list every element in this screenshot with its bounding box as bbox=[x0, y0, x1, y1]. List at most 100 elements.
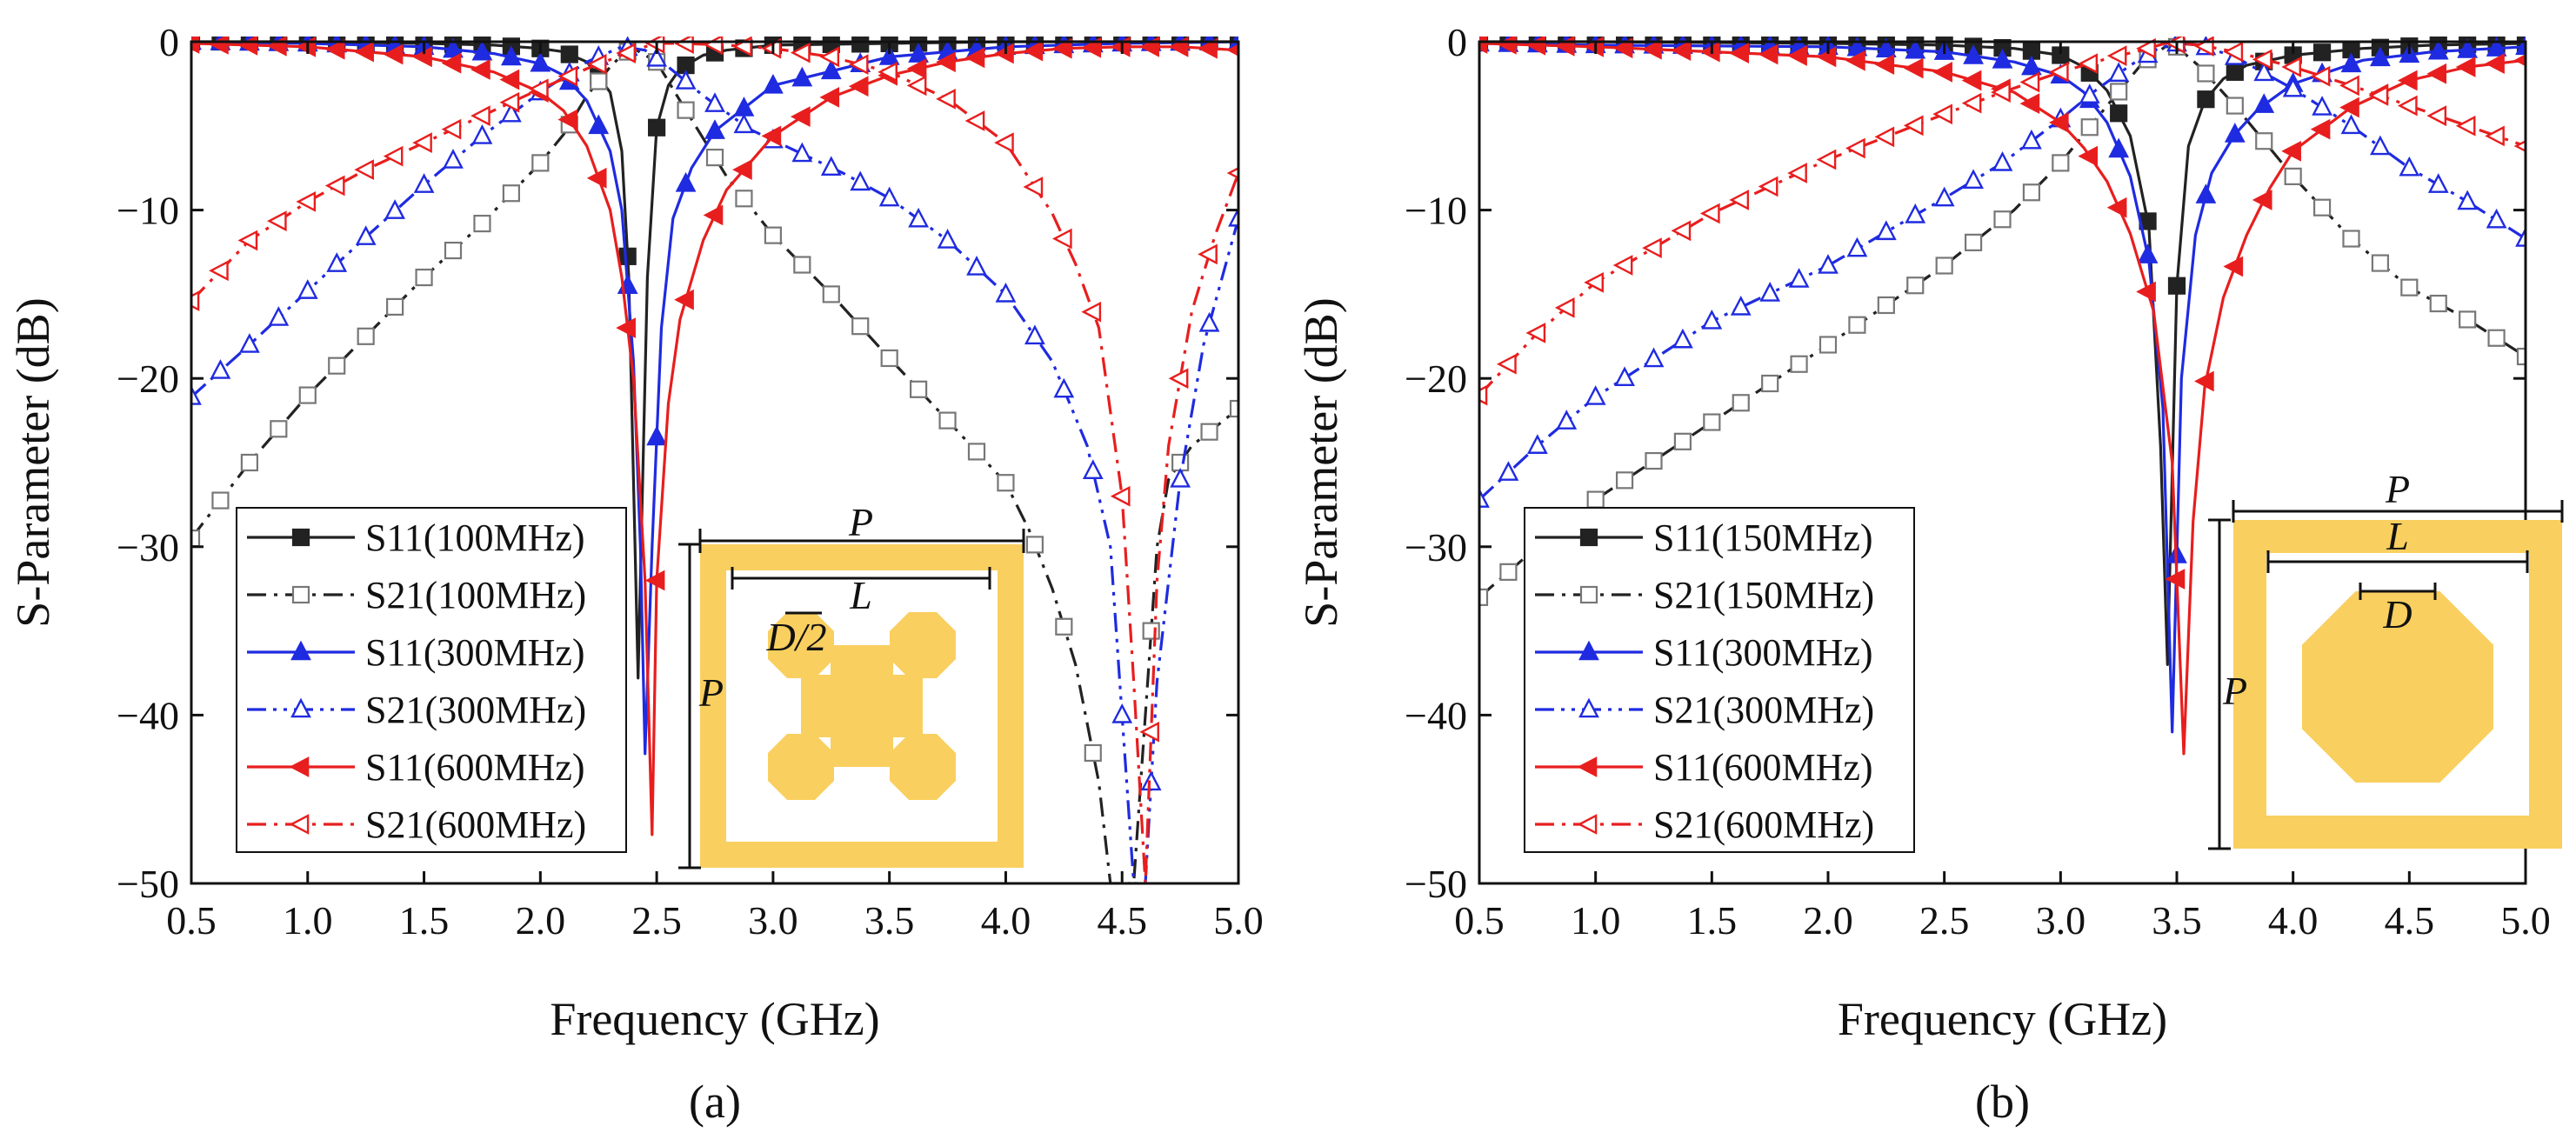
series-marker bbox=[1111, 703, 1133, 723]
series-marker bbox=[790, 42, 811, 63]
series-marker bbox=[1024, 324, 1045, 345]
y-tick-label: 0 bbox=[159, 20, 179, 64]
series-marker bbox=[997, 474, 1015, 492]
series-marker bbox=[1729, 190, 1750, 210]
series-marker bbox=[2022, 183, 2041, 202]
series-marker bbox=[1055, 617, 1073, 636]
series-marker bbox=[1761, 374, 1779, 393]
series-marker bbox=[906, 75, 927, 97]
series-marker bbox=[793, 256, 811, 274]
series-marker bbox=[2252, 190, 2272, 210]
series-marker bbox=[441, 52, 462, 74]
series-marker bbox=[2167, 277, 2186, 295]
x-tick-label: 4.5 bbox=[2385, 898, 2435, 943]
legend-swatch-marker bbox=[1579, 528, 1598, 547]
series-marker bbox=[1110, 485, 1131, 507]
series-marker bbox=[1875, 220, 1897, 241]
chart-panel-b: 0.5 1.0 1.5 2.0 2.5 3.0 3.5 4.0 4.5 5.0 0 −10 −20 −30… bbox=[1295, 20, 2564, 1128]
legend-label: S21(600MHz) bbox=[1653, 803, 1874, 846]
series-marker bbox=[1053, 377, 1075, 398]
series-marker bbox=[191, 530, 201, 548]
series-marker bbox=[1612, 37, 1633, 59]
y-axis-title: S-Parameter (dB) bbox=[7, 297, 59, 627]
series-marker bbox=[2197, 90, 2215, 109]
series-marker bbox=[2455, 115, 2476, 137]
series-marker bbox=[1023, 40, 1044, 62]
series-marker bbox=[1787, 45, 1807, 66]
inset-octagon bbox=[2302, 591, 2493, 783]
legend-swatch-marker bbox=[291, 528, 310, 547]
series-marker bbox=[1703, 413, 1721, 431]
series-marker bbox=[2515, 227, 2526, 247]
series-marker bbox=[191, 385, 202, 405]
series-marker bbox=[648, 118, 666, 137]
series-marker bbox=[1790, 355, 1808, 373]
series-marker bbox=[1935, 257, 1953, 275]
x-tick-label: 2.5 bbox=[631, 898, 682, 943]
series-marker bbox=[354, 41, 374, 63]
series-marker bbox=[2165, 569, 2186, 590]
series-marker bbox=[2281, 140, 2301, 162]
series-marker bbox=[1845, 137, 1865, 159]
series-marker bbox=[848, 54, 869, 76]
series-marker bbox=[270, 420, 288, 438]
series-marker bbox=[2021, 129, 2042, 150]
series-marker bbox=[209, 260, 229, 282]
legend-label: S21(300MHz) bbox=[365, 689, 586, 731]
series-marker bbox=[908, 43, 929, 63]
series-marker bbox=[994, 132, 1014, 154]
legend: S11(150MHz) S21(150MHz) S11(300MHz) S21(300… bbox=[1524, 507, 1915, 853]
series-marker bbox=[1672, 328, 1693, 349]
x-tick-label: 2.0 bbox=[516, 898, 566, 943]
series-marker bbox=[239, 333, 260, 353]
series-marker bbox=[1498, 461, 1519, 481]
y-tick-label: −50 bbox=[1405, 862, 1467, 906]
series-marker bbox=[2312, 96, 2332, 116]
series-marker bbox=[2019, 93, 2040, 115]
series-marker bbox=[191, 37, 200, 54]
series-marker bbox=[1848, 316, 1866, 334]
x-tick-label: 1.0 bbox=[1571, 898, 1621, 943]
series-marker bbox=[441, 118, 462, 140]
x-tick-label: 1.0 bbox=[283, 898, 333, 943]
series-marker bbox=[1699, 203, 1720, 224]
series-marker bbox=[2078, 145, 2099, 167]
series-marker bbox=[910, 380, 928, 398]
series-marker bbox=[1992, 48, 2013, 69]
series-marker bbox=[2429, 294, 2447, 313]
series-marker bbox=[297, 279, 318, 299]
series-marker bbox=[2136, 281, 2156, 303]
series-marker bbox=[357, 327, 375, 345]
series-marker bbox=[471, 124, 493, 144]
inset-label-l: L bbox=[2386, 514, 2409, 558]
series-marker bbox=[1903, 57, 1924, 79]
series-marker bbox=[473, 214, 491, 233]
series-marker bbox=[1479, 588, 1489, 606]
x-tick-label: 0.5 bbox=[1454, 898, 1505, 943]
series-marker bbox=[850, 170, 871, 191]
series-marker bbox=[444, 241, 463, 260]
series-marker bbox=[964, 47, 985, 69]
series-marker bbox=[1554, 297, 1575, 318]
series-marker bbox=[964, 110, 985, 131]
series-marker bbox=[1084, 743, 1102, 763]
series-marker bbox=[2226, 63, 2244, 81]
series-marker bbox=[2485, 53, 2505, 75]
series-marker bbox=[966, 256, 987, 276]
series-marker bbox=[324, 38, 345, 60]
series-marker bbox=[384, 199, 405, 219]
series-marker bbox=[1170, 467, 1191, 488]
series-marker bbox=[355, 225, 377, 245]
series-marker bbox=[268, 306, 290, 326]
series-marker bbox=[880, 349, 898, 368]
y-tick-label: −40 bbox=[1405, 693, 1467, 737]
series-marker bbox=[470, 59, 491, 80]
series-marker bbox=[2255, 132, 2273, 150]
series-marker bbox=[2106, 45, 2127, 67]
series-marker bbox=[1671, 220, 1692, 242]
series-marker bbox=[1758, 176, 1779, 197]
series-marker bbox=[326, 252, 348, 272]
series-marker bbox=[878, 186, 900, 207]
series-marker bbox=[820, 156, 842, 177]
series-marker bbox=[499, 69, 520, 90]
